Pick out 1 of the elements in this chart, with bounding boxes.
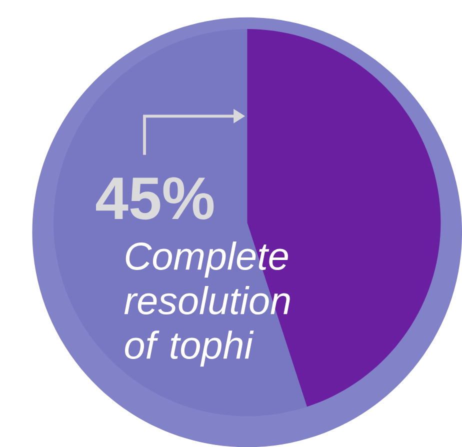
text: 45% bbox=[96, 177, 214, 220]
